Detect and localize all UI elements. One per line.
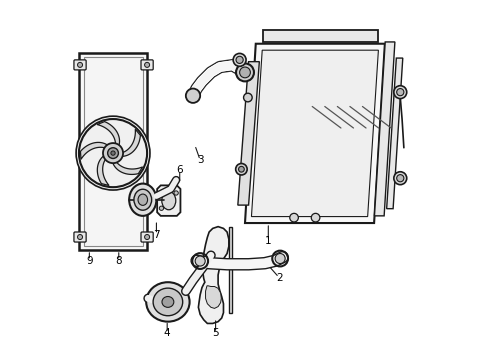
Circle shape [145,62,149,67]
FancyBboxPatch shape [141,60,153,70]
Circle shape [111,151,115,155]
Ellipse shape [162,297,174,307]
Polygon shape [98,154,109,185]
Circle shape [195,256,205,266]
Polygon shape [80,143,110,159]
Ellipse shape [138,194,147,205]
Circle shape [236,163,247,175]
Text: 5: 5 [212,328,219,338]
Ellipse shape [146,282,190,321]
Polygon shape [119,129,141,156]
Circle shape [397,89,404,96]
Text: 1: 1 [265,236,271,246]
Text: 3: 3 [197,155,203,165]
Circle shape [394,86,407,99]
Polygon shape [374,42,395,216]
Polygon shape [238,62,259,205]
Polygon shape [97,122,120,149]
Ellipse shape [134,189,151,210]
Text: 8: 8 [116,256,122,266]
Text: 9: 9 [86,256,93,266]
Text: 4: 4 [164,328,171,338]
Circle shape [103,143,123,163]
FancyBboxPatch shape [74,60,86,70]
Circle shape [108,148,119,158]
Polygon shape [245,44,385,223]
Circle shape [244,93,252,102]
Polygon shape [387,58,403,209]
Circle shape [394,172,407,185]
Polygon shape [79,53,147,250]
Polygon shape [112,159,143,175]
Polygon shape [198,226,229,323]
FancyBboxPatch shape [74,232,86,242]
Circle shape [397,175,404,182]
Circle shape [311,213,320,222]
Circle shape [145,234,149,239]
Text: 6: 6 [176,165,183,175]
Circle shape [76,116,150,190]
Polygon shape [229,226,232,313]
Circle shape [77,62,82,67]
Text: 7: 7 [153,230,160,239]
Polygon shape [251,50,378,217]
Polygon shape [263,30,378,42]
Circle shape [159,206,164,210]
Ellipse shape [129,184,156,216]
Circle shape [174,191,178,195]
Polygon shape [84,57,143,246]
Circle shape [233,53,246,66]
Text: 2: 2 [276,273,282,283]
Circle shape [240,67,250,78]
Circle shape [236,56,243,63]
Ellipse shape [162,192,176,210]
Ellipse shape [153,288,183,316]
Circle shape [239,166,245,172]
Polygon shape [157,185,180,216]
Circle shape [236,63,254,81]
FancyBboxPatch shape [141,232,153,242]
Polygon shape [205,286,221,309]
Circle shape [290,213,298,222]
Circle shape [186,89,200,103]
Circle shape [275,253,285,264]
Circle shape [77,234,82,239]
